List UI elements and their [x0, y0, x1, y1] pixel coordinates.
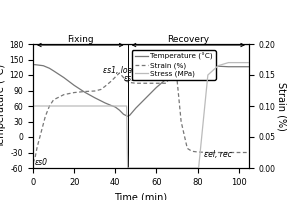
- Text: εs1: εs1: [124, 74, 136, 83]
- Y-axis label: Strain (%): Strain (%): [277, 82, 287, 130]
- Text: εel, rec: εel, rec: [204, 150, 232, 159]
- Text: εs1, load: εs1, load: [103, 66, 137, 75]
- Y-axis label: Temperature (°C): Temperature (°C): [0, 64, 6, 148]
- X-axis label: Time (min): Time (min): [114, 192, 168, 200]
- Legend: Temperature (°C), Strain (%), Stress (MPa): Temperature (°C), Strain (%), Stress (MP…: [132, 50, 216, 80]
- Text: Recovery: Recovery: [167, 35, 209, 44]
- Text: εs0: εs0: [35, 158, 48, 167]
- Text: Fixing: Fixing: [67, 35, 94, 44]
